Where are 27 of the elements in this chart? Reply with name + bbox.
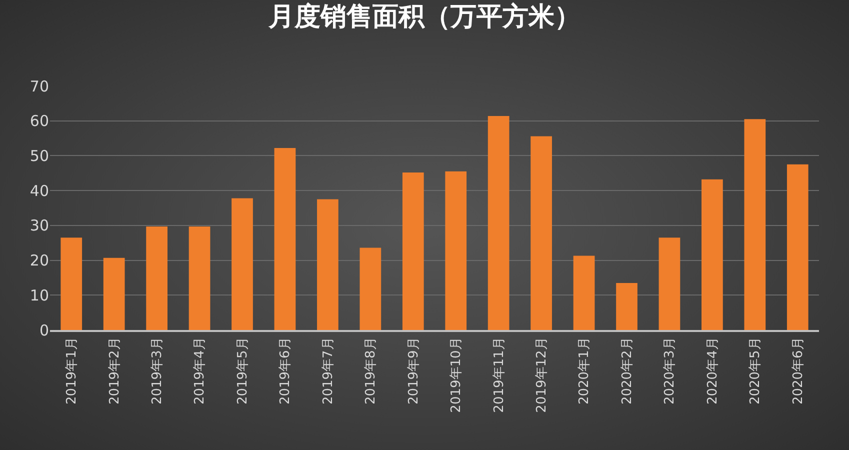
x-tick-label: 2020年3月 xyxy=(662,337,678,405)
chart-title: 月度销售面积（万平方米） xyxy=(268,2,580,32)
x-tick-label: 2019年10月 xyxy=(449,337,464,413)
x-tick-label: 2020年1月 xyxy=(577,337,592,405)
x-tick-label: 2020年5月 xyxy=(748,337,764,405)
x-tick-label: 2019年9月 xyxy=(406,337,422,405)
x-tick-label: 2019年5月 xyxy=(235,337,250,405)
x-tick-label: 2019年8月 xyxy=(364,337,379,405)
y-tick-label: 50 xyxy=(30,146,49,165)
x-tick-label: 2019年7月 xyxy=(320,337,336,405)
y-tick-label: 0 xyxy=(39,321,49,340)
y-tick-label: 30 xyxy=(30,216,49,235)
x-tick-label: 2019年3月 xyxy=(150,337,166,405)
x-tick-label: 2020年4月 xyxy=(705,337,720,405)
x-tick-label: 2019年2月 xyxy=(107,337,122,405)
x-tick-label: 2019年4月 xyxy=(192,337,208,405)
x-tick-label: 2019年6月 xyxy=(278,337,294,405)
x-tick-label: 2019年11月 xyxy=(492,337,507,413)
x-tick-label: 2019年12月 xyxy=(534,337,550,413)
y-tick-label: 70 xyxy=(30,77,49,96)
y-tick-label: 60 xyxy=(30,112,49,130)
x-tick-label: 2020年2月 xyxy=(620,337,635,405)
y-tick-label: 20 xyxy=(30,252,49,270)
y-tick-label: 10 xyxy=(30,286,49,304)
y-tick-label: 40 xyxy=(30,182,49,200)
x-tick-label: 2020年6月 xyxy=(790,337,806,405)
x-tick-label: 2019年1月 xyxy=(64,337,80,405)
